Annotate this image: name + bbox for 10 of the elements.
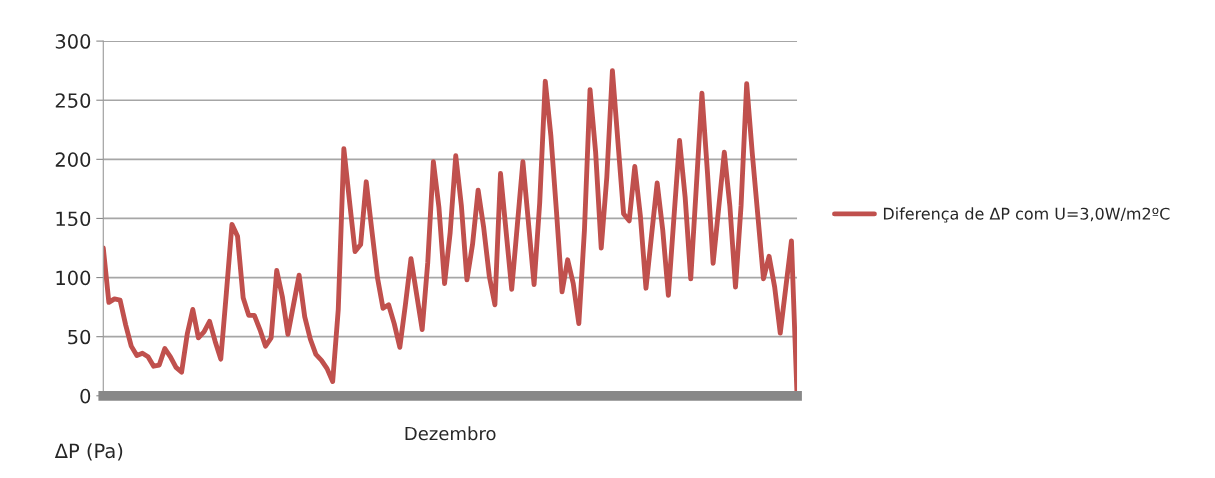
- y-tick-label: 250: [55, 93, 91, 108]
- legend-label: Diferença de ΔP com U=3,0W/m2ºC: [883, 207, 1170, 223]
- y-tick-label: 50: [68, 329, 91, 345]
- y-tick-label: 300: [55, 34, 91, 49]
- x-axis-title: Dezembro: [405, 426, 496, 441]
- y-axis-title: ΔP (Pa): [54, 443, 123, 461]
- y-tick-label: 100: [56, 270, 91, 286]
- y-tick-label: 200: [55, 152, 91, 167]
- y-tick-label: 150: [56, 211, 91, 227]
- y-tick-label: 0: [80, 388, 91, 404]
